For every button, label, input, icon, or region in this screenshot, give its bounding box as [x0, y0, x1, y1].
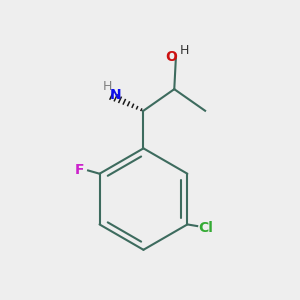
- Text: N: N: [110, 88, 121, 102]
- Text: O: O: [165, 50, 177, 64]
- Text: H: H: [103, 80, 112, 93]
- Text: H: H: [179, 44, 189, 57]
- Text: Cl: Cl: [198, 221, 213, 235]
- Text: F: F: [75, 164, 85, 177]
